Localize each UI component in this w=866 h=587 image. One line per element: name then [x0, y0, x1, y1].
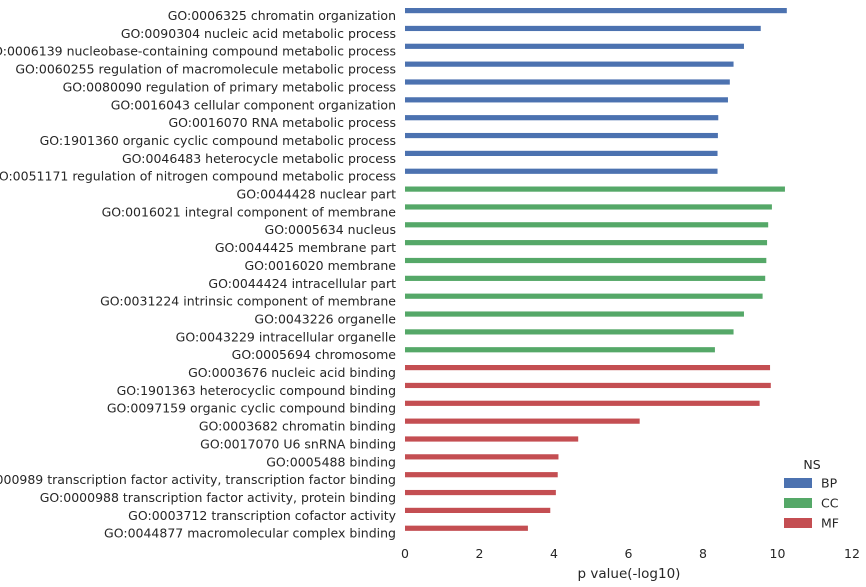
category-label: GO:0005488 binding [266, 454, 396, 469]
category-label: GO:0044428 nuclear part [237, 187, 397, 202]
category-label: GO:0005634 nucleus [265, 222, 396, 237]
x-tick-label: 10 [770, 546, 786, 561]
category-label: GO:0005694 chromosome [232, 347, 397, 362]
bar-cc [405, 204, 772, 210]
legend: NS BP CC MF [784, 457, 839, 531]
bar-cc [405, 347, 715, 353]
category-label: GO:0097159 organic cyclic compound bindi… [107, 401, 396, 416]
bar-mf [405, 382, 771, 389]
bar-mf [405, 454, 559, 460]
category-label: GO:0044425 membrane part [215, 240, 396, 255]
category-label: GO:1901363 heterocyclic compound binding [117, 383, 396, 398]
bar-bp [405, 25, 761, 32]
bar-bp [405, 8, 787, 14]
legend-label-bp: BP [821, 476, 838, 491]
category-label: GO:0016043 cellular component organizati… [111, 97, 396, 112]
category-label: GO:0006325 chromatin organization [168, 8, 396, 23]
category-label: GO:0051171 regulation of nitrogen compou… [0, 169, 396, 184]
bar-mf [405, 436, 579, 442]
category-label: GO:0031224 intrinsic component of membra… [100, 294, 396, 309]
legend-label-cc: CC [821, 496, 839, 511]
bar-bp [405, 168, 718, 174]
category-label: GO:0044877 macromolecular complex bindin… [104, 526, 396, 541]
category-label: GO:0080090 regulation of primary metabol… [63, 79, 396, 94]
legend-swatch-bp [784, 478, 812, 488]
category-label: GO:0003676 nucleic acid binding [188, 365, 396, 380]
category-label: GO:0000988 transcription factor activity… [40, 490, 396, 505]
x-tick-label: 12 [844, 546, 860, 561]
bar-bp [405, 79, 730, 85]
bar-bp [405, 43, 744, 49]
bar-bp [405, 132, 718, 139]
bar-bp [405, 97, 728, 103]
category-label: GO:0044424 intracellular part [208, 276, 396, 291]
bar-cc [405, 257, 767, 264]
category-label: GO:0000989 transcription factor activity… [0, 472, 396, 487]
x-tick-label: 2 [476, 546, 484, 561]
bar-mf [405, 525, 528, 531]
category-label: GO:0006139 nucleobase-containing compoun… [0, 44, 396, 59]
bar-bp [405, 115, 719, 121]
category-label: GO:0016070 RNA metabolic process [168, 115, 396, 130]
bar-mf [405, 365, 771, 371]
category-labels: GO:0006325 chromatin organization GO:0090… [0, 8, 397, 541]
category-label: GO:0003712 transcription cofactor activi… [128, 508, 396, 523]
category-label: GO:0003682 chromatin binding [199, 419, 396, 434]
legend-label-mf: MF [821, 516, 839, 531]
bar-mf [405, 489, 556, 496]
bar-cc [405, 329, 734, 335]
x-axis-title: p value(-log10) [578, 566, 681, 582]
bar-bp [405, 61, 734, 67]
bar-cc [405, 311, 744, 317]
x-tick-label: 8 [699, 546, 707, 561]
category-label: GO:0043226 organelle [254, 311, 396, 326]
category-label: GO:0090304 nucleic acid metabolic proces… [121, 26, 396, 41]
legend-swatch-cc [784, 498, 812, 508]
bar-cc [405, 275, 766, 281]
bar-cc [405, 293, 763, 299]
category-label: GO:0016021 integral component of membran… [102, 204, 397, 219]
bar-cc [405, 186, 785, 192]
legend-swatch-mf [784, 518, 812, 528]
bar-cc [405, 240, 768, 246]
category-label: GO:0016020 membrane [244, 258, 396, 273]
category-label: GO:1901360 organic cyclic compound metab… [40, 133, 396, 148]
x-tick-label: 0 [401, 546, 409, 561]
category-label: GO:0043229 intracellular organelle [176, 329, 397, 344]
legend-title: NS [803, 457, 820, 472]
x-tick-labels: 0 2 4 6 8 10 12 [401, 546, 860, 561]
category-label: GO:0046483 heterocycle metabolic process [122, 151, 396, 166]
bar-bp [405, 150, 718, 156]
bar-mf [405, 507, 551, 513]
bars-group [405, 8, 787, 531]
bar-mf [405, 400, 760, 406]
category-label: GO:0017070 U6 snRNA binding [200, 436, 396, 451]
bar-mf [405, 472, 558, 478]
category-label: GO:0060255 regulation of macromolecule m… [15, 62, 396, 77]
bar-cc [405, 222, 769, 228]
bar-mf [405, 418, 640, 424]
x-tick-label: 4 [550, 546, 558, 561]
x-tick-label: 6 [625, 546, 633, 561]
